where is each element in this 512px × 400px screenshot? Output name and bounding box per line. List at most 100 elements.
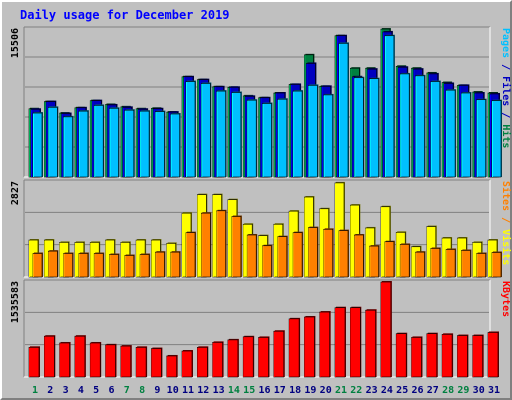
x-tick-label: 29 [457, 385, 469, 396]
bar-sites-day-10 [170, 251, 181, 278]
legend-part: / [500, 106, 511, 124]
y-max-label: 1535583 [10, 281, 21, 323]
bar-kbytes-day-23 [365, 309, 377, 378]
bar-face [93, 253, 104, 278]
bar-face [323, 94, 334, 178]
bar-face [216, 210, 226, 278]
bar-face [369, 78, 379, 178]
bar-face [242, 336, 254, 378]
bar-face [292, 90, 303, 178]
bar-sites-day-8 [139, 253, 151, 278]
bar-sites-day-20 [323, 228, 334, 278]
bar-face [338, 43, 349, 178]
bar-face [201, 212, 211, 278]
bar-face [139, 110, 150, 178]
bar-kbytes-day-10 [166, 354, 178, 378]
bar-pages-day-8 [139, 110, 151, 178]
bar-pages-day-3 [63, 115, 74, 178]
x-tick-label: 15 [243, 385, 255, 396]
bar-face [212, 342, 223, 378]
legend-part: Files [500, 76, 512, 106]
bar-face [181, 350, 193, 378]
x-tick-label: 20 [320, 385, 332, 396]
bar-pages-day-11 [185, 80, 196, 178]
bar-face [461, 250, 471, 278]
bar-face [491, 100, 502, 178]
bar-sites-day-24 [384, 240, 395, 278]
bar-sites-day-12 [201, 212, 212, 278]
bar-face [323, 228, 334, 278]
x-tick-label: 19 [304, 385, 316, 396]
legend-part: / [500, 58, 511, 76]
bar-face [216, 90, 226, 178]
bar-sites-day-28 [445, 248, 457, 278]
bar-pages-day-7 [124, 109, 135, 178]
bar-face [139, 254, 150, 278]
bar-kbytes-day-27 [426, 332, 438, 378]
bar-face [170, 113, 180, 178]
bar-pages-day-9 [155, 110, 166, 178]
x-tick-label: 31 [488, 385, 500, 396]
bar-sites-day-6 [109, 253, 120, 278]
bar-kbytes-day-13 [212, 341, 224, 378]
bar-kbytes-day-31 [487, 331, 499, 378]
bar-face [246, 99, 257, 178]
bar-face [93, 105, 104, 178]
bar-face [308, 85, 318, 178]
bar-pages-day-4 [78, 110, 89, 178]
bar-face [109, 254, 119, 278]
x-tick-label: 6 [108, 385, 114, 396]
bar-face [28, 347, 40, 378]
bar-sites-day-22 [353, 233, 365, 278]
bar-face [185, 81, 196, 178]
bar-kbytes-day-18 [288, 317, 301, 378]
bar-face [185, 232, 196, 278]
x-tick-label: 16 [258, 385, 270, 396]
bar-sites-day-1 [32, 252, 43, 278]
bar-sites-day-19 [308, 226, 319, 278]
bar-face [78, 253, 89, 278]
x-tick-label: 3 [63, 385, 69, 396]
bar-face [395, 333, 407, 378]
legend-part: / [500, 211, 511, 229]
y-max-label: 2827 [10, 181, 21, 205]
bar-face [197, 347, 208, 378]
bar-face [120, 345, 132, 378]
bar-kbytes-day-6 [105, 343, 117, 378]
bar-pages-day-15 [246, 99, 258, 178]
x-tick-label: 30 [473, 385, 485, 396]
bar-kbytes-day-19 [304, 315, 316, 378]
bar-sites-day-5 [93, 252, 105, 278]
bar-kbytes-day-20 [319, 311, 331, 378]
bar-face [47, 250, 58, 278]
bar-face [231, 216, 242, 278]
bar-sites-day-3 [63, 252, 74, 278]
bar-pages-day-31 [491, 99, 502, 178]
bar-face [262, 245, 272, 278]
bar-face [399, 244, 410, 278]
x-tick-label: 17 [274, 385, 286, 396]
x-tick-label: 7 [124, 385, 130, 396]
bar-face [63, 253, 73, 278]
bar-face [124, 109, 135, 178]
bar-face [445, 249, 456, 278]
bar-face [155, 251, 165, 278]
bar-kbytes-day-5 [89, 341, 102, 378]
bar-sites-day-21 [338, 229, 349, 278]
series-legend-label: Pages / Files / Hits [500, 28, 512, 148]
x-tick-label: 8 [139, 385, 145, 396]
bar-sites-day-23 [369, 245, 380, 278]
bar-kbytes-day-21 [334, 306, 346, 378]
bar-kbytes-day-16 [258, 336, 270, 378]
bar-face [349, 307, 361, 378]
bar-face [277, 98, 288, 178]
x-tick-label: 25 [396, 385, 408, 396]
bar-face [227, 339, 239, 378]
bar-face [399, 73, 410, 178]
legend-part: Hits [500, 124, 512, 148]
bar-sites-day-25 [399, 243, 411, 278]
bar-face [166, 355, 177, 378]
bar-face [415, 251, 425, 278]
bar-sites-day-29 [461, 249, 472, 278]
bar-sites-day-13 [216, 209, 227, 278]
